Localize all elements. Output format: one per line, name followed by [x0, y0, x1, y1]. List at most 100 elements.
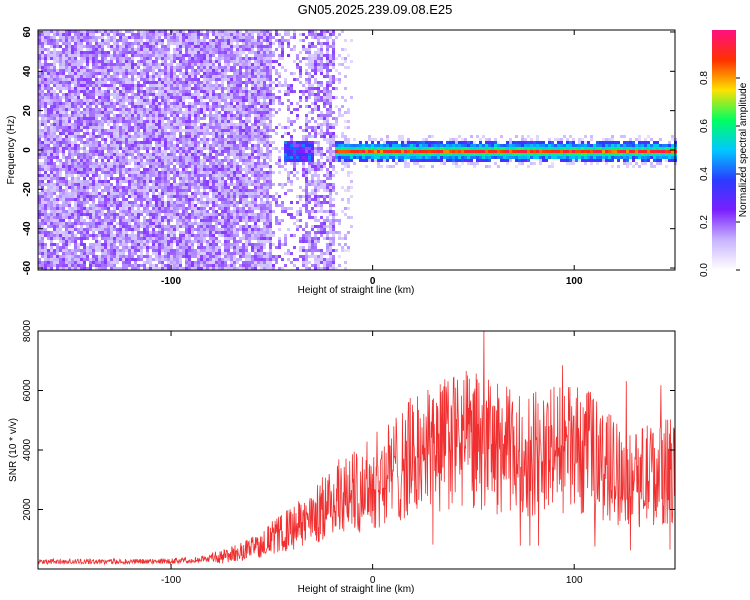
heatmap-cell — [50, 267, 53, 270]
heatmap-cell — [56, 249, 59, 252]
heatmap-cell — [122, 186, 125, 189]
heatmap-cell — [113, 75, 116, 78]
heatmap-cell — [227, 102, 230, 105]
heatmap-cell — [122, 81, 125, 84]
heatmap-cell — [176, 243, 179, 246]
heatmap-cell — [218, 258, 221, 261]
heatmap-cell — [182, 45, 185, 48]
heatmap-cell — [119, 192, 122, 195]
heatmap-cell — [86, 153, 89, 156]
heatmap-cell — [155, 72, 158, 75]
heatmap-cell — [119, 207, 122, 210]
heatmap-cell — [140, 105, 143, 108]
heatmap-cell — [212, 186, 215, 189]
heatmap-cell — [113, 42, 116, 45]
heatmap-cell — [173, 111, 176, 114]
heatmap-cell — [245, 36, 248, 39]
heatmap-cell — [188, 261, 191, 264]
heatmap-cell — [152, 237, 155, 240]
heatmap-cell — [137, 96, 140, 99]
heatmap-cell — [236, 174, 239, 177]
heatmap-cell — [131, 174, 134, 177]
heatmap-cell — [209, 84, 212, 87]
heatmap-cell — [98, 69, 101, 72]
heatmap-cell — [221, 30, 224, 33]
heatmap-cell — [116, 222, 119, 225]
heatmap-cell — [146, 171, 149, 174]
heatmap-cell — [68, 162, 71, 165]
heatmap-cell — [206, 159, 209, 162]
heatmap-cell — [194, 180, 197, 183]
heatmap-cell — [119, 180, 122, 183]
heatmap-cell — [227, 258, 230, 261]
heatmap-cell — [227, 135, 230, 138]
heatmap-cell — [233, 219, 236, 222]
heatmap-cell — [110, 102, 113, 105]
heatmap-cell — [53, 66, 56, 69]
heatmap-cell — [74, 216, 77, 219]
heatmap-cell — [119, 156, 122, 159]
heatmap-cell — [146, 237, 149, 240]
heatmap-cell — [56, 45, 59, 48]
heatmap-cell — [146, 33, 149, 36]
heatmap-cell — [59, 150, 62, 153]
heatmap-cell — [107, 99, 110, 102]
heatmap-cell — [50, 174, 53, 177]
heatmap-cell — [116, 150, 119, 153]
heatmap-cell — [221, 54, 224, 57]
heatmap-cell — [116, 216, 119, 219]
heatmap-cell — [134, 177, 137, 180]
heatmap-cell — [185, 249, 188, 252]
heatmap-cell — [200, 201, 203, 204]
heatmap-cell — [158, 147, 161, 150]
heatmap-cell — [164, 75, 167, 78]
heatmap-cell — [38, 129, 41, 132]
heatmap-cell — [206, 216, 209, 219]
heatmap-cell — [65, 201, 68, 204]
heatmap-cell — [242, 135, 245, 138]
heatmap-cell — [209, 171, 212, 174]
heatmap-cell — [236, 60, 239, 63]
heatmap-cell — [143, 264, 146, 267]
heatmap-cell — [110, 264, 113, 267]
heatmap-cell — [128, 213, 131, 216]
heatmap-cell — [200, 45, 203, 48]
heatmap-cell — [131, 258, 134, 261]
heatmap-cell — [185, 60, 188, 63]
heatmap-cell — [77, 192, 80, 195]
heatmap-cell — [107, 246, 110, 249]
heatmap-cell — [38, 63, 41, 66]
heatmap-cell — [95, 66, 98, 69]
heatmap-cell — [44, 126, 47, 129]
heatmap-cell — [98, 240, 101, 243]
heatmap-cell — [149, 141, 152, 144]
heatmap-cell — [113, 264, 116, 267]
heatmap-cell — [62, 126, 65, 129]
heatmap-cell — [179, 57, 182, 60]
heatmap-cell — [233, 231, 236, 234]
heatmap-cell — [44, 228, 47, 231]
heatmap-cell — [86, 150, 89, 153]
heatmap-cell — [173, 216, 176, 219]
heatmap-cell — [83, 201, 86, 204]
heatmap-cell — [89, 138, 92, 141]
heatmap-cell — [116, 48, 119, 51]
heatmap-cell — [215, 120, 218, 123]
heatmap-cell — [155, 159, 158, 162]
heatmap-cell — [38, 57, 41, 60]
heatmap-cell — [44, 249, 47, 252]
heatmap-cell — [128, 111, 131, 114]
heatmap-cell — [74, 198, 77, 201]
heatmap-cell — [65, 261, 68, 264]
heatmap-cell — [77, 201, 80, 204]
heatmap-cell — [242, 87, 245, 90]
heatmap-cell — [176, 186, 179, 189]
heatmap-cell — [203, 63, 206, 66]
heatmap-cell — [140, 252, 143, 255]
heatmap-cell — [134, 174, 137, 177]
heatmap-cell — [74, 78, 77, 81]
heatmap-cell — [239, 144, 242, 147]
heatmap-cell — [101, 147, 104, 150]
heatmap-cell — [80, 231, 83, 234]
heatmap-cell — [65, 51, 68, 54]
